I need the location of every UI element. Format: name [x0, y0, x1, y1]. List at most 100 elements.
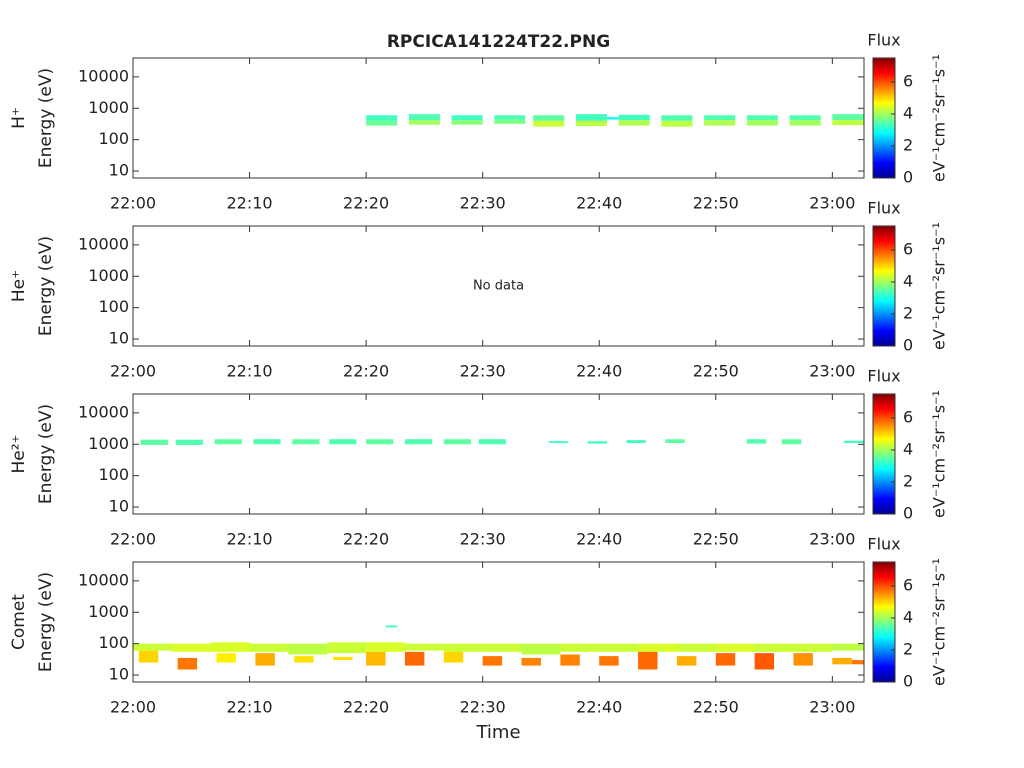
- spectrogram-cell: [638, 643, 677, 652]
- spectrogram-cell: [789, 115, 821, 121]
- spectrogram-cell: [638, 651, 658, 670]
- spectrogram-cell: [175, 439, 203, 445]
- y-tick-label: 10: [109, 329, 129, 348]
- x-tick-label: 23:00: [809, 698, 855, 717]
- spectrogram-cell: [138, 650, 159, 663]
- x-tick-label: 22:50: [693, 194, 739, 213]
- colorbar-tick-label: 6: [903, 408, 913, 427]
- y-axis-label: Energy (eV): [36, 572, 56, 672]
- spectrogram-cell: [521, 643, 561, 655]
- spectrogram-cell: [482, 656, 503, 666]
- spectrogram-cell: [661, 115, 693, 121]
- x-tick-label: 22:30: [460, 194, 506, 213]
- colorbar-tick-label: 2: [903, 136, 913, 155]
- colorbar-label: eV⁻¹cm⁻²sr⁻¹s⁻¹: [930, 390, 949, 518]
- colorbar-tick-label: 6: [903, 240, 913, 259]
- spectrogram-cell: [575, 114, 607, 121]
- colorbar-tick-label: 6: [903, 576, 913, 595]
- colorbar-tick-label: 2: [903, 304, 913, 323]
- axes-frame: [132, 57, 865, 179]
- spectrogram-cell: [140, 439, 168, 445]
- y-tick-label: 10: [109, 665, 129, 684]
- x-tick-label: 23:00: [809, 362, 855, 381]
- y-tick-label: 1000: [88, 98, 129, 117]
- spectrogram-cell: [214, 439, 242, 445]
- x-tick-label: 22:00: [110, 530, 156, 549]
- y-tick-label: 10000: [78, 570, 129, 589]
- x-tick-label: 22:10: [227, 362, 273, 381]
- spectrogram-cell: [366, 651, 386, 666]
- spectrogram-cell: [793, 653, 813, 666]
- spectrogram-cell: [133, 643, 172, 651]
- spectrogram-cell: [606, 117, 619, 120]
- x-tick-label: 22:50: [693, 530, 739, 549]
- y-axis-label: Energy (eV): [36, 404, 56, 504]
- x-tick-label: 22:50: [693, 362, 739, 381]
- y-tick-label: 1000: [88, 602, 129, 621]
- colorbar-tick-label: 4: [903, 608, 913, 627]
- colorbar-title: Flux: [867, 199, 900, 218]
- spectrogram-cell: [404, 643, 444, 651]
- colorbar-tick-label: 0: [903, 336, 913, 355]
- spectrogram-cell: [255, 653, 275, 666]
- y-tick-label: 10000: [78, 66, 129, 85]
- colorbar: [872, 57, 896, 179]
- y-axis-label: He²⁺: [9, 434, 29, 473]
- spectrogram-cell: [482, 643, 522, 652]
- spectrogram-cell: [676, 656, 697, 666]
- y-tick-label: 100: [98, 465, 129, 484]
- spectrogram-cell: [333, 656, 353, 661]
- y-tick-label: 1000: [88, 434, 129, 453]
- y-tick-label: 100: [98, 297, 129, 316]
- y-tick-label: 100: [98, 633, 129, 652]
- y-axis-label: Energy (eV): [36, 68, 56, 168]
- spectrogram-cell: [832, 657, 852, 665]
- x-tick-label: 22:20: [343, 362, 389, 381]
- colorbar: [872, 561, 896, 683]
- spectrogram-cell: [443, 643, 483, 652]
- spectrogram-cell: [366, 642, 405, 652]
- spectrogram-cell: [599, 656, 619, 666]
- spectrogram-cell: [548, 441, 569, 443]
- x-tick-label: 22:40: [576, 530, 622, 549]
- x-tick-label: 22:30: [460, 362, 506, 381]
- x-tick-label: 22:20: [343, 194, 389, 213]
- x-tick-label: 23:00: [809, 194, 855, 213]
- spectrogram-cell: [704, 115, 736, 121]
- spectrogram-cell: [793, 643, 833, 652]
- x-tick-label: 22:00: [110, 698, 156, 717]
- spectrogram-cell: [494, 115, 526, 120]
- spectrogram-cell: [443, 651, 464, 663]
- spectrogram-cell: [704, 120, 736, 126]
- y-tick-label: 10000: [78, 402, 129, 421]
- spectrogram-cell: [575, 120, 607, 127]
- spectrogram-cell: [715, 643, 755, 652]
- spectrogram-cell: [754, 653, 775, 670]
- x-tick-label: 22:50: [693, 698, 739, 717]
- colorbar-title: Flux: [867, 367, 900, 386]
- colorbar-label: eV⁻¹cm⁻²sr⁻¹s⁻¹: [930, 558, 949, 686]
- colorbar-title: Flux: [867, 535, 900, 554]
- spectrogram-cell: [171, 643, 211, 652]
- spectrogram-cell: [781, 439, 802, 445]
- spectrogram-cell: [478, 439, 506, 445]
- x-tick-label: 22:40: [576, 698, 622, 717]
- spectrogram-cell: [366, 439, 394, 445]
- spectrogram-cell: [665, 439, 685, 443]
- spectrogram-cell: [408, 120, 440, 125]
- spectrogram-cell: [661, 120, 693, 127]
- spectrogram-cell: [292, 439, 320, 445]
- spectrogram-cell: [832, 114, 864, 121]
- x-tick-label: 22:10: [227, 530, 273, 549]
- spectrogram-cell: [851, 660, 864, 665]
- y-tick-label: 10: [109, 497, 129, 516]
- y-axis-label: Energy (eV): [36, 236, 56, 336]
- spectrogram-cell: [249, 643, 289, 652]
- x-tick-label: 22:10: [227, 194, 273, 213]
- colorbar: [872, 225, 896, 347]
- spectrogram-cell: [366, 115, 398, 121]
- x-tick-label: 22:10: [227, 698, 273, 717]
- spectrogram-cell: [618, 114, 650, 121]
- spectrogram-cell: [533, 115, 565, 121]
